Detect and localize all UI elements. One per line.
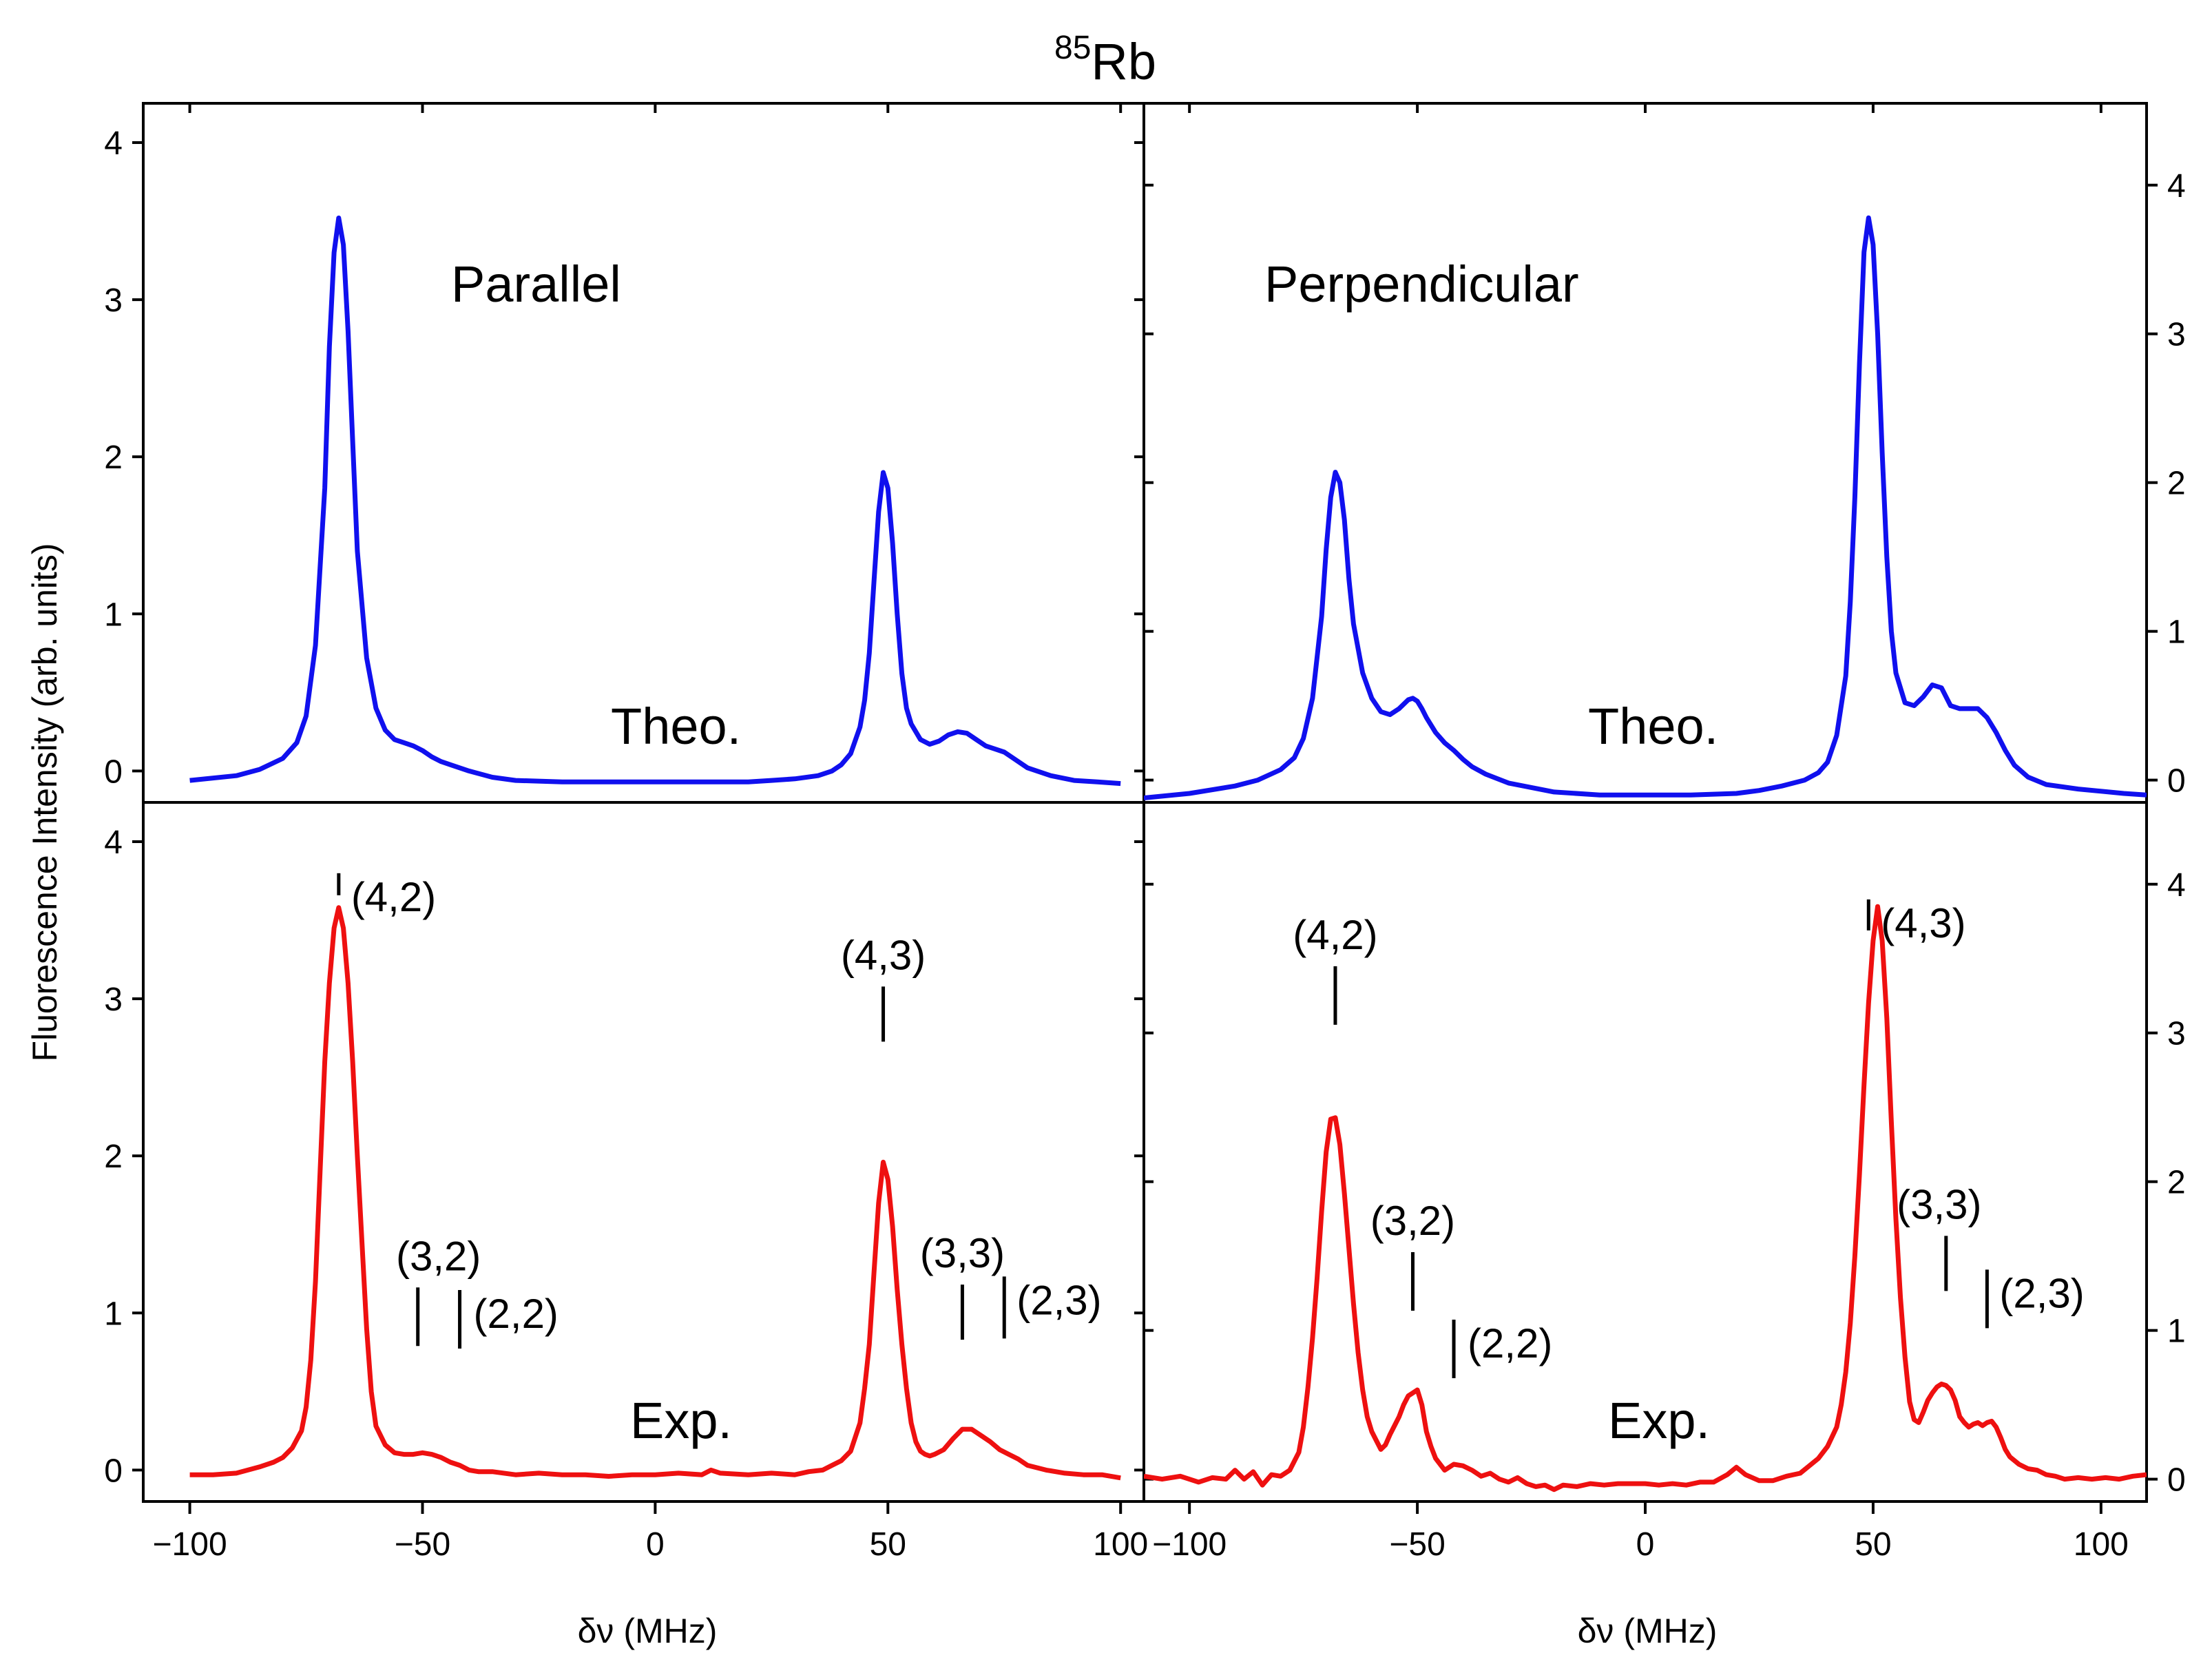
series-layer	[189, 215, 2147, 1493]
y-tick-label: 4	[104, 125, 123, 162]
y-tick-label: 4	[2167, 168, 2186, 205]
y-tick-label: 4	[2167, 867, 2186, 904]
panel-label-parallel: Parallel	[451, 256, 621, 313]
peak-label: (3,3)	[1897, 1181, 1981, 1227]
y-tick-label: 0	[2167, 1462, 2186, 1499]
panel-label-perpendicular: Perpendicular	[1264, 256, 1579, 313]
y-tick-label: 2	[104, 439, 123, 476]
axes-layer: 0 1 2 3 4 0 1 2 3 4 0 1 2 3 4 −100 −50 0 50 100 0 1 2 3 4 −100 −50…	[104, 103, 2186, 1563]
y-tick-label: 3	[104, 282, 123, 319]
peak-label: (2,2)	[474, 1291, 559, 1337]
peak-label: (4,3)	[1881, 900, 1965, 946]
series-line-top-left	[189, 216, 1121, 787]
x-axis-title-left: δν (MHz)	[578, 1612, 718, 1650]
x-tick-label: 100	[2074, 1526, 2129, 1563]
y-tick-label: 3	[104, 981, 123, 1018]
x-tick-label: −50	[395, 1526, 450, 1563]
y-tick-label: 2	[2167, 1165, 2186, 1201]
y-tick-label: 1	[104, 1296, 123, 1332]
x-tick-label: −50	[1389, 1526, 1445, 1563]
y-tick-label: 2	[2167, 466, 2186, 502]
peak-label: (4,3)	[841, 932, 926, 978]
x-tick-label: 0	[646, 1526, 665, 1563]
peak-label: (3,3)	[920, 1230, 1005, 1276]
x-tick-label: 50	[1855, 1526, 1891, 1563]
peak-label: (3,2)	[1370, 1198, 1455, 1244]
y-tick-label: 1	[2167, 614, 2186, 651]
title-element: Rb	[1091, 33, 1156, 90]
peak-label: (2,3)	[1016, 1277, 1101, 1323]
x-tick-label: 100	[1093, 1526, 1148, 1563]
peak-label: (3,2)	[396, 1233, 481, 1279]
x-tick-label: −100	[153, 1526, 227, 1563]
y-tick-label: 4	[104, 824, 123, 861]
y-tick-label: 0	[104, 1453, 123, 1489]
y-tick-label: 1	[104, 596, 123, 633]
y-tick-label: 1	[2167, 1313, 2186, 1350]
y-axis-title: Fluorescence Intensity (arb. units)	[25, 543, 64, 1061]
title-isotope-mass: 85	[1054, 30, 1091, 66]
y-tick-label: 2	[104, 1139, 123, 1175]
peak-label: (4,2)	[351, 874, 436, 920]
series-line-bottom-left	[189, 905, 1121, 1481]
annotation-layer: (4,2)(4,3)(3,2)(2,2)(3,3)(2,3)(4,2) (4,3)…	[337, 873, 2085, 1379]
panel-sublabel-theo-right: Theo.	[1588, 698, 1718, 755]
figure-title: 85Rb	[1054, 30, 1156, 90]
y-tick-label: 3	[2167, 317, 2186, 353]
peak-label: (2,2)	[1468, 1320, 1552, 1366]
series-line-bottom-right	[1144, 904, 2147, 1493]
series-line-top-right	[1144, 215, 2147, 800]
y-tick-label: 0	[2167, 763, 2186, 800]
panel-sublabel-exp-right: Exp.	[1608, 1392, 1710, 1449]
panel-sublabel-exp-left: Exp.	[630, 1392, 732, 1449]
y-tick-label: 0	[104, 753, 123, 790]
x-tick-label: 50	[870, 1526, 906, 1563]
y-tick-label: 3	[2167, 1016, 2186, 1052]
x-tick-label: −100	[1152, 1526, 1227, 1563]
x-tick-label: 0	[1636, 1526, 1655, 1563]
peak-label: (4,2)	[1293, 912, 1377, 958]
panel-sublabel-theo-left: Theo.	[611, 698, 741, 755]
x-axis-title-right: δν (MHz)	[1578, 1612, 1718, 1650]
peak-label: (2,3)	[1999, 1270, 2084, 1316]
